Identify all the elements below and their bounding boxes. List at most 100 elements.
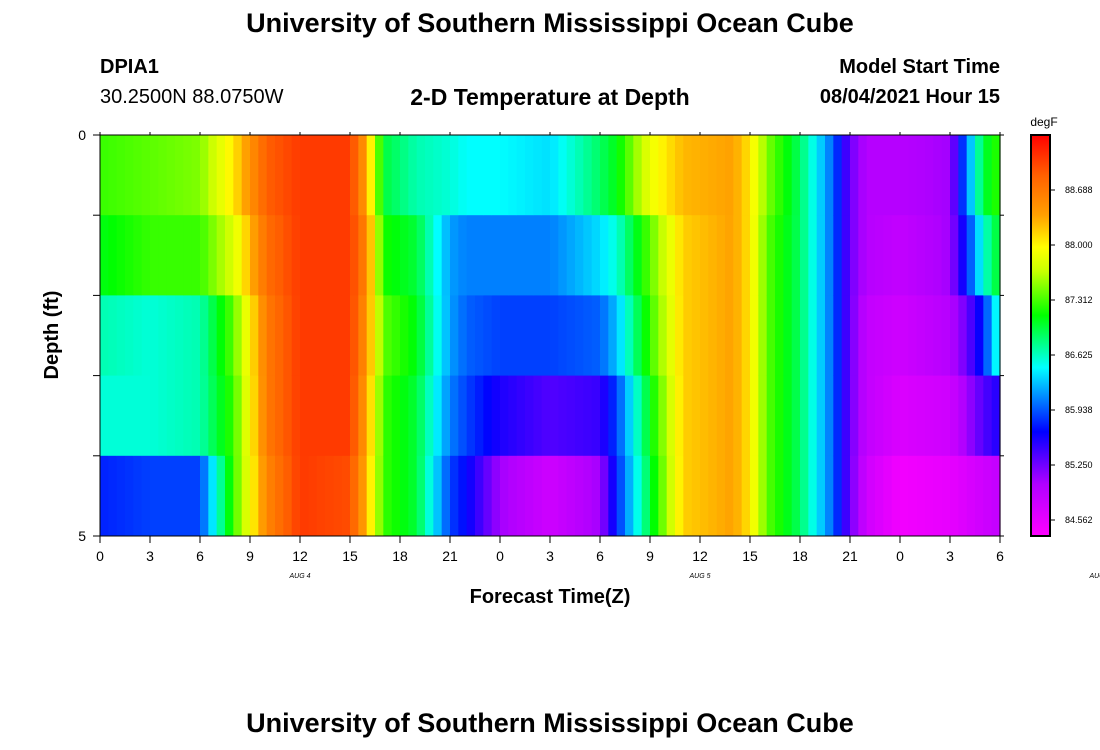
heatmap-cell [825,375,834,457]
x-tick-label: 15 [342,548,358,564]
heatmap-cell [291,215,301,296]
heatmap-cell [333,215,343,296]
heatmap-cell [458,455,468,537]
heatmap-cell [658,375,668,457]
heatmap-cell [541,215,551,296]
heatmap-cell [158,215,168,296]
heatmap-cell [525,135,534,216]
heatmap-cell [916,455,926,537]
heatmap-cell [983,375,993,457]
heatmap-cell [941,375,951,457]
x-tick-label: 0 [96,548,104,564]
heatmap-cell [466,375,476,457]
heatmap-cell [875,215,884,296]
heatmap-cell [516,135,526,216]
heatmap-cell [125,455,134,537]
heatmap-cell [491,295,501,376]
heatmap-cell [408,375,418,457]
heatmap-cell [816,375,826,457]
heatmap-cell [808,135,818,216]
heatmap-cell [908,455,918,537]
heatmap-cell [275,295,284,376]
heatmap-cell [700,295,709,376]
heatmap-cell [675,135,684,216]
heatmap-cell [425,135,434,216]
heatmap-cell [116,295,126,376]
heatmap-cell [275,375,284,457]
heatmap-cell [866,135,876,216]
heatmap-cell [716,215,726,296]
heatmap-cell [191,135,201,216]
heatmap-cell [891,375,901,457]
heatmap-cell [250,455,259,537]
heatmap-cell [591,375,601,457]
heatmap-cell [475,215,484,296]
x-tick-label: 0 [496,548,504,564]
heatmap-cell [725,215,734,296]
heatmap-cell [850,135,859,216]
heatmap-cell [941,455,951,537]
heatmap-cell [308,135,318,216]
heatmap-cell [275,135,284,216]
heatmap-cell [683,135,693,216]
station-id: DPIA1 [100,56,159,78]
heatmap-cell [858,295,868,376]
heatmap-cell [975,215,984,296]
heatmap-cell [916,375,926,457]
heatmap-cell [483,135,493,216]
heatmap-cell [366,455,376,537]
heatmap-cell [733,295,743,376]
heatmap-cell [225,135,234,216]
heatmap-cell [883,135,893,216]
heatmap-cell [825,455,834,537]
heatmap-cell [858,215,868,296]
heatmap-cell [900,295,909,376]
heatmap-cell [150,135,159,216]
heatmap-cell [516,295,526,376]
heatmap-cell [400,375,409,457]
heatmap-cell [575,455,584,537]
heatmap-cell [991,215,1001,296]
heatmap-cell [866,215,876,296]
heatmap-cell [566,215,576,296]
heatmap-cell [133,215,143,296]
heatmap-cell [616,295,626,376]
heatmap-cell [525,375,534,457]
heatmap-cell [391,135,401,216]
heatmap-cell [958,135,968,216]
heatmap-cell [241,295,251,376]
colorbar-unit: degF [1030,115,1057,129]
heatmap-cell [725,135,734,216]
heatmap-cell [208,215,218,296]
heatmap-cell [208,455,218,537]
heatmap-cell [941,215,951,296]
heatmap-cell [333,455,343,537]
heatmap-cell [600,455,609,537]
heatmap-cell [700,135,709,216]
heatmap-cell [741,135,751,216]
heatmap-cell [325,215,334,296]
heatmap-cell [933,135,943,216]
x-tick-label: 9 [646,548,654,564]
heatmap-cell [575,295,584,376]
heatmap-cell [133,455,143,537]
heatmap-cell [233,295,243,376]
heatmap-cell [625,135,634,216]
heatmap-cell [466,455,476,537]
heatmap-cell [391,375,401,457]
heatmap-cell [608,375,618,457]
heatmap-cell [200,455,209,537]
heatmap-cell [175,375,184,457]
heatmap-cell [325,375,334,457]
page-title: University of Southern Mississippi Ocean… [246,8,854,38]
chart-title: 2-D Temperature at Depth [410,84,690,110]
heatmap-cell [416,375,426,457]
heatmap-cell [283,215,293,296]
heatmap-cell [541,455,551,537]
heatmap-cell [550,375,559,457]
heatmap-cell [500,215,509,296]
heatmap-cell [341,455,351,537]
heatmap-cell [716,455,726,537]
heatmap-cell [425,215,434,296]
heatmap-cell [350,135,359,216]
